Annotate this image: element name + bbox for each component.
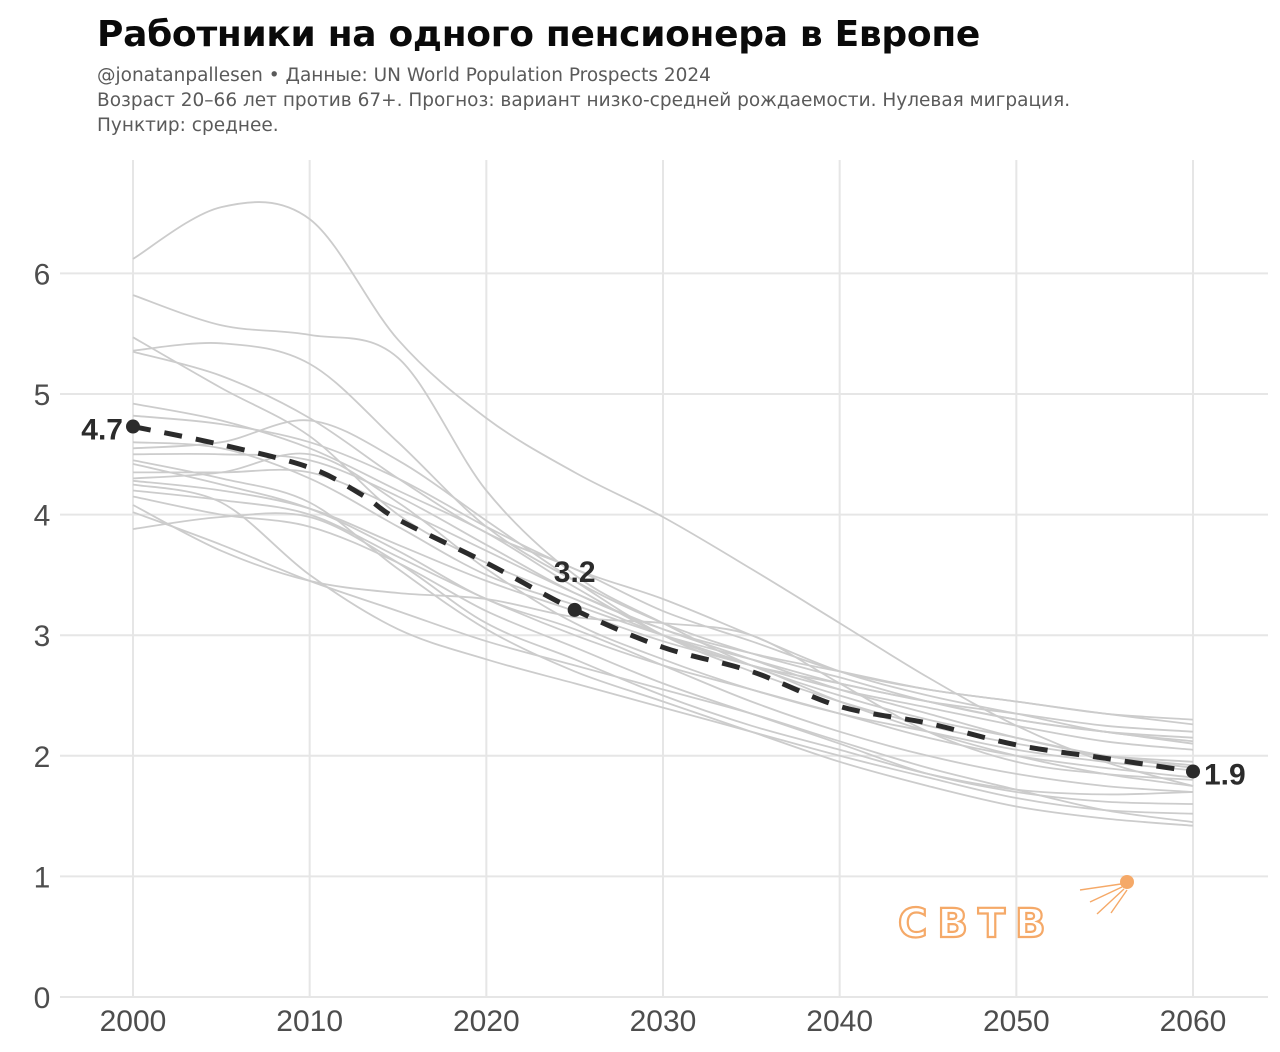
y-tick-label: 2: [34, 741, 51, 774]
x-tick-label: 2020: [453, 1005, 520, 1038]
x-tick-label: 2040: [806, 1005, 873, 1038]
sputnik-antenna: [1110, 889, 1128, 914]
mean-line: [132, 424, 1194, 774]
mean-value-label: 1.9: [1204, 758, 1246, 791]
country-line-country-18: [132, 483, 1194, 815]
sputnik-antenna: [1089, 886, 1123, 903]
x-axis-ticks: 2000 2010 2020 2030 2040 2050 2060: [100, 1005, 1227, 1038]
mean-point: [1186, 764, 1200, 779]
mean-value-label: 3.2: [554, 556, 596, 589]
country-line-country-21: [132, 441, 1194, 739]
mean-point: [126, 419, 140, 434]
country-line-country-14: [132, 495, 1194, 805]
x-tick-label: 2050: [983, 1005, 1050, 1038]
country-lines: [132, 201, 1194, 827]
y-tick-label: 3: [34, 620, 51, 653]
country-line-country-20: [132, 452, 1194, 772]
watermark-logo: СВТВ: [897, 875, 1134, 948]
chart-subtitle-source: @jonatanpallesen • Данные: UN World Popu…: [97, 65, 711, 86]
mean-point: [567, 602, 582, 617]
y-tick-label: 0: [34, 982, 51, 1015]
country-line-country-1: [132, 201, 1194, 787]
y-tick-label: 1: [34, 861, 51, 894]
sputnik-antenna: [1096, 888, 1125, 915]
country-line-country-12: [132, 479, 1194, 751]
mean-line-group: [132, 424, 1194, 774]
chart-title: Работники на одного пенсионера в Европе: [97, 14, 981, 55]
watermark-text: СВТВ: [898, 901, 1056, 947]
x-tick-label: 2000: [100, 1005, 167, 1038]
x-tick-label: 2010: [276, 1005, 343, 1038]
sputnik-antenna: [1079, 883, 1122, 891]
sputnik-icon: [1120, 875, 1134, 889]
y-tick-label: 5: [34, 379, 51, 412]
x-tick-label: 2030: [630, 1005, 697, 1038]
country-line-country-13: [132, 489, 1194, 779]
y-tick-label: 6: [34, 258, 51, 291]
chart-subtitle-method: Возраст 20–66 лет против 67+. Прогноз: в…: [97, 90, 1071, 111]
country-line-country-11: [133, 468, 1194, 767]
x-tick-label: 2060: [1160, 1005, 1227, 1038]
grid: [60, 160, 1268, 998]
annotations: 4.7 3.2 1.9: [81, 414, 1245, 792]
mean-value-label: 4.7: [81, 414, 123, 447]
country-line-country-7: [132, 414, 1194, 743]
chart-subtitle-legend-note: Пунктир: среднее.: [97, 115, 279, 136]
country-line-country-19: [132, 459, 1194, 827]
y-tick-label: 4: [34, 500, 51, 533]
country-line-country-17: [132, 504, 1194, 781]
y-axis-ticks: 0 1 2 3 4 5 6: [34, 258, 51, 1015]
country-line-country-16: [132, 512, 1194, 796]
